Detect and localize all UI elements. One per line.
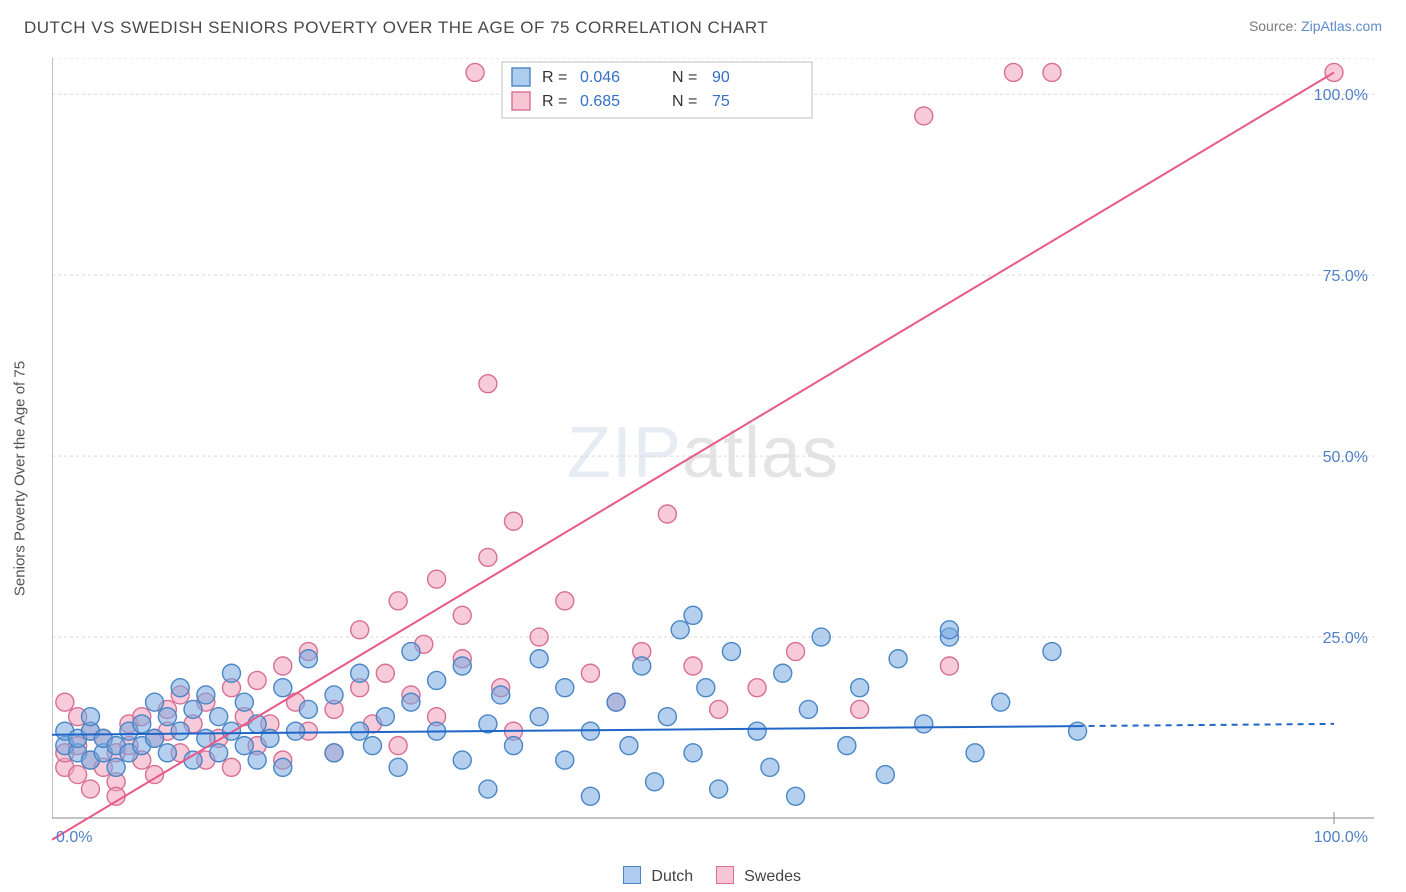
svg-text:0.685: 0.685 — [580, 93, 620, 110]
svg-text:R =: R = — [542, 93, 567, 110]
svg-text:75: 75 — [712, 93, 730, 110]
legend-label-dutch: Dutch — [651, 868, 693, 885]
svg-text:0.046: 0.046 — [580, 69, 620, 86]
source-attribution: Source: ZipAtlas.com — [1249, 18, 1382, 34]
source-prefix: Source: — [1249, 18, 1301, 34]
svg-text:N =: N = — [672, 93, 697, 110]
legend-label-swedes: Swedes — [744, 868, 801, 885]
svg-text:R =: R = — [542, 69, 567, 86]
legend-bottom: Dutch Swedes — [0, 866, 1406, 886]
svg-text:0.0%: 0.0% — [56, 829, 92, 846]
svg-text:100.0%: 100.0% — [1314, 87, 1368, 104]
chart-area: Seniors Poverty Over the Age of 75 ZIPat… — [0, 48, 1406, 892]
svg-text:50.0%: 50.0% — [1323, 449, 1368, 466]
source-link[interactable]: ZipAtlas.com — [1301, 18, 1382, 34]
chart-title: DUTCH VS SWEDISH SENIORS POVERTY OVER TH… — [24, 18, 768, 38]
svg-text:90: 90 — [712, 69, 730, 86]
svg-text:N =: N = — [672, 69, 697, 86]
legend-swatch-dutch — [623, 866, 641, 884]
gridlines — [52, 58, 1374, 637]
svg-text:25.0%: 25.0% — [1323, 630, 1368, 647]
legend-swatch-swedes — [716, 866, 734, 884]
header: DUTCH VS SWEDISH SENIORS POVERTY OVER TH… — [0, 0, 1406, 38]
y-axis-label: Seniors Poverty Over the Age of 75 — [12, 361, 29, 596]
scatter-plot-svg: 25.0% 50.0% 75.0% 100.0% 0.0% 100.0% R = 0.046… — [52, 58, 1374, 848]
legend-top: R = 0.046 N = 90 R = 0.685 N = 75 — [502, 62, 812, 118]
svg-text:75.0%: 75.0% — [1323, 268, 1368, 285]
svg-text:100.0%: 100.0% — [1314, 829, 1368, 846]
